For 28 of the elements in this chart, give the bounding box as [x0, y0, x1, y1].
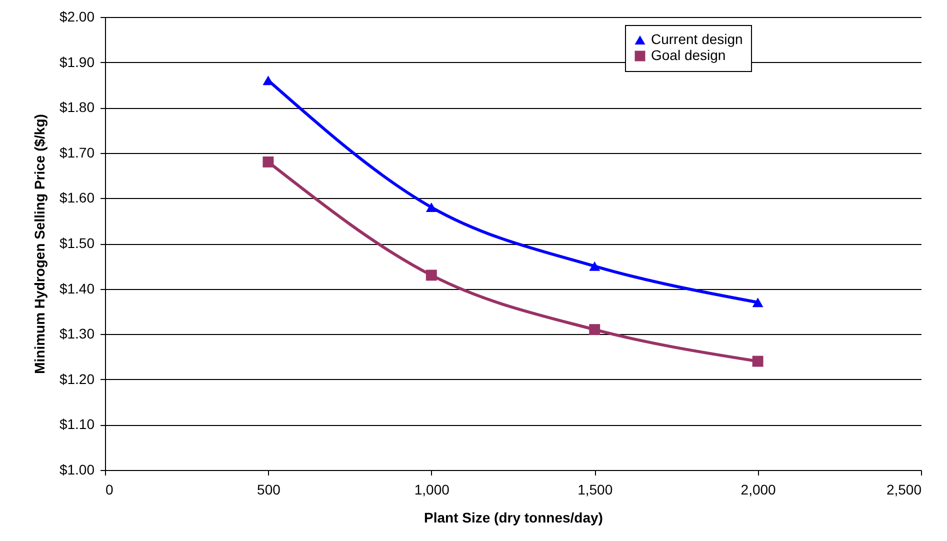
point: [589, 261, 600, 271]
y-tick-label: $1.80: [59, 99, 95, 116]
y-tick-label: $1.40: [59, 280, 95, 296]
x-tick-label: 0: [106, 482, 114, 498]
point: [752, 356, 764, 367]
x-tick-label: 2,000: [740, 482, 776, 498]
legend-label: Goal design: [651, 47, 726, 63]
y-tick-label: $1.70: [59, 144, 95, 160]
y-tick-label: $1.50: [59, 235, 95, 251]
point: [589, 324, 600, 336]
y-tick-label: $1.30: [59, 326, 95, 342]
x-tick-label: 1,000: [414, 482, 450, 498]
x-tick-label: 500: [257, 482, 281, 498]
point: [752, 298, 764, 308]
x-tick-label: 2,500: [886, 482, 922, 498]
x-tick-label: 1,500: [578, 482, 613, 498]
legend-label: Current design: [651, 31, 743, 47]
x-axis-title: Plant Size (dry tonnes/day): [424, 510, 603, 526]
y-tick-label: $1.00: [59, 462, 95, 478]
point: [262, 156, 274, 168]
y-tick-label: $1.20: [59, 370, 95, 387]
y-tick-label: $1.10: [59, 416, 95, 432]
y-axis-title: Minimum Hydrogen Selling Price ($/kg): [31, 114, 48, 374]
point: [426, 202, 437, 212]
y-tick-label: $1.60: [59, 190, 95, 206]
y-tick-label: $2.00: [59, 8, 95, 24]
y-tick-label: $1.90: [59, 54, 95, 70]
point: [426, 270, 437, 281]
